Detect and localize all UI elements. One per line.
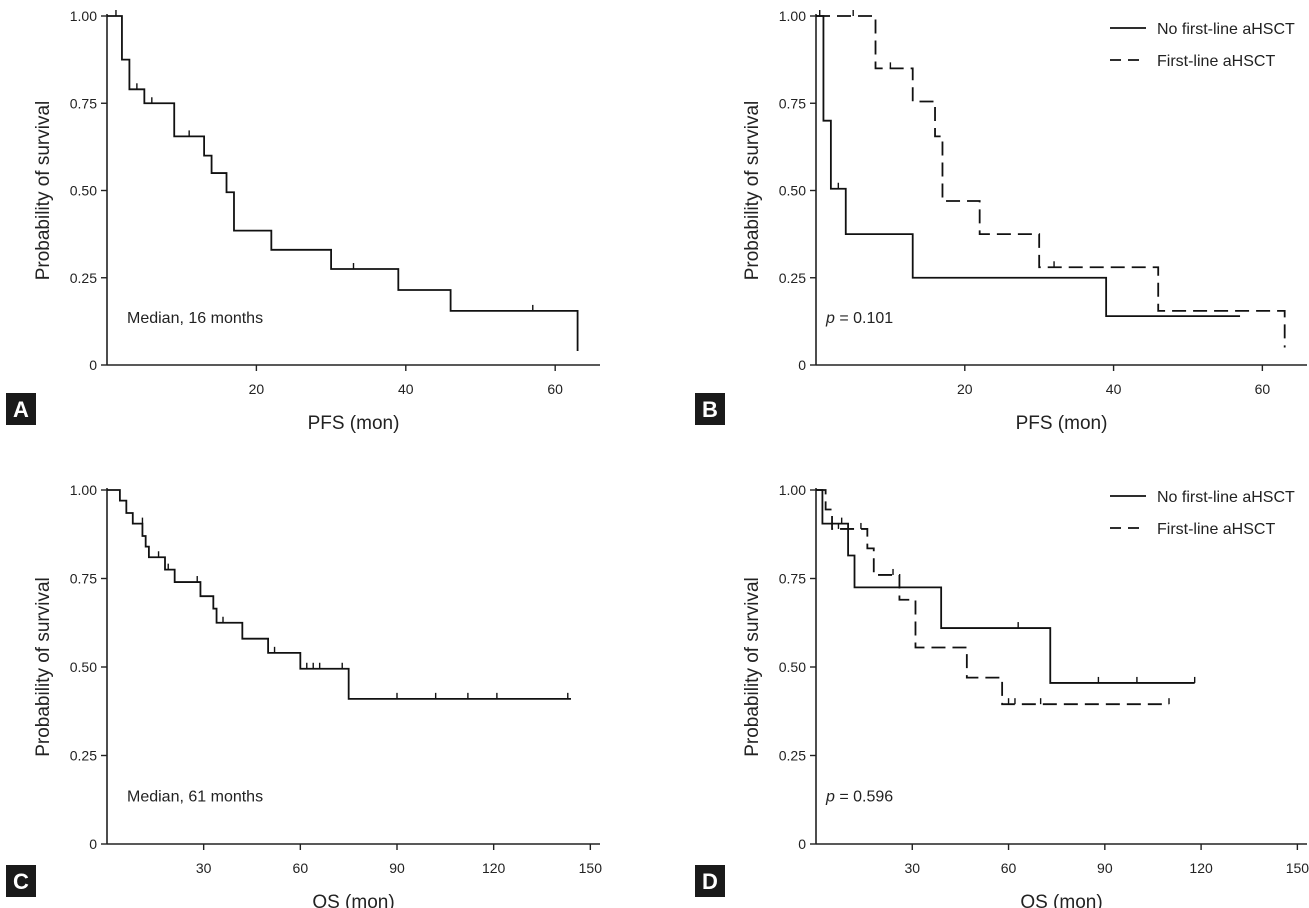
x-axis-title: PFS (mon)	[1016, 413, 1108, 434]
y-tick-label: 0.75	[70, 95, 97, 111]
panel-a: 0 0.25 0.50 0.75 1.00 20 40 60 PFS (mon) Probabil…	[0, 0, 650, 440]
y-tick-label: 0.25	[70, 270, 97, 286]
median-annotation: Median, 61 months	[127, 789, 263, 806]
series-line-1	[816, 15, 1241, 318]
x-axis-title: OS (mon)	[312, 892, 394, 908]
panel-letter-badge	[6, 393, 36, 425]
y-tick-label: 0.25	[779, 748, 806, 764]
p-value: = 0.596	[835, 789, 893, 806]
x-tick-label: 60	[1001, 860, 1017, 876]
x-tick-label: 20	[957, 381, 973, 397]
y-tick-label: 0	[798, 836, 806, 852]
panel-letter-badge	[6, 865, 36, 897]
x-tick-label: 60	[1255, 381, 1271, 397]
panel-letter: C	[13, 869, 29, 894]
legend-label-1: No first-line aHSCT	[1157, 21, 1295, 38]
panel-letter-badge	[695, 865, 725, 897]
p-value: = 0.101	[835, 310, 893, 327]
y-axis-title: Probability of survival	[742, 577, 763, 757]
y-tick-label: 0.25	[70, 748, 97, 764]
p-value-annotation: p = 0.596	[825, 789, 893, 806]
y-tick-label: 0.75	[779, 571, 806, 587]
y-tick-label: 0	[89, 836, 97, 852]
panel-letter: B	[702, 397, 718, 422]
y-axis-title: Probability of survival	[33, 101, 54, 281]
x-axis-title: PFS (mon)	[308, 413, 400, 434]
median-annotation: Median, 16 months	[127, 310, 263, 327]
x-tick-label: 90	[1097, 860, 1113, 876]
legend-label-1: No first-line aHSCT	[1157, 489, 1295, 506]
chart-c: 0 0.25 0.50 0.75 1.00 30 60 90 120 150 OS (mon) Pro…	[6, 482, 603, 908]
y-tick-label: 0.75	[70, 571, 97, 587]
y-tick-label: 0	[89, 357, 97, 373]
p-symbol: p	[825, 789, 835, 806]
panel-letter: D	[702, 869, 718, 894]
y-tick-label: 0.50	[779, 659, 806, 675]
x-tick-label: 40	[1106, 381, 1122, 397]
series-line-1	[107, 489, 571, 700]
x-tick-label: 120	[482, 860, 506, 876]
x-axis-title: OS (mon)	[1020, 892, 1102, 908]
series-line-1	[107, 15, 579, 352]
y-tick-label: 0.50	[70, 183, 97, 199]
x-tick-label: 60	[547, 381, 563, 397]
y-tick-label: 1.00	[70, 482, 97, 498]
y-tick-label: 1.00	[70, 8, 97, 24]
chart-b: 0 0.25 0.50 0.75 1.00 20 40 60 PFS (mon) Probabil…	[695, 8, 1307, 434]
panel-letter-badge	[695, 393, 725, 425]
y-tick-label: 0.25	[779, 270, 806, 286]
y-tick-label: 0	[798, 357, 806, 373]
x-tick-label: 40	[398, 381, 414, 397]
chart-a: 0 0.25 0.50 0.75 1.00 20 40 60 PFS (mon) Probabil…	[6, 8, 600, 434]
series-line-2	[816, 15, 1286, 348]
y-axis-title: Probability of survival	[742, 101, 763, 281]
panel-d: 0 0.25 0.50 0.75 1.00 30 60 90 120 150 OS (mon) Pro…	[655, 468, 1309, 908]
legend-label-2: First-line aHSCT	[1157, 53, 1275, 70]
legend-label-2: First-line aHSCT	[1157, 521, 1275, 538]
x-tick-label: 90	[389, 860, 405, 876]
chart-d: 0 0.25 0.50 0.75 1.00 30 60 90 120 150 OS (mon) Pro…	[695, 482, 1309, 908]
y-tick-label: 0.50	[779, 183, 806, 199]
p-value-annotation: p = 0.101	[825, 310, 893, 327]
x-tick-label: 150	[1286, 860, 1309, 876]
y-axis-title: Probability of survival	[33, 577, 54, 757]
panel-b: 0 0.25 0.50 0.75 1.00 20 40 60 PFS (mon) Probabil…	[655, 0, 1309, 440]
y-tick-label: 1.00	[779, 482, 806, 498]
panel-c: 0 0.25 0.50 0.75 1.00 30 60 90 120 150 OS (mon) Pro…	[0, 468, 650, 908]
series-line-2	[816, 489, 1170, 706]
x-tick-label: 120	[1189, 860, 1213, 876]
panel-letter: A	[13, 397, 29, 422]
y-tick-label: 0.75	[779, 95, 806, 111]
x-tick-label: 150	[579, 860, 603, 876]
y-tick-label: 0.50	[70, 659, 97, 675]
series-line-1	[816, 489, 1195, 684]
x-tick-label: 30	[196, 860, 212, 876]
x-tick-label: 30	[904, 860, 920, 876]
x-tick-label: 20	[249, 381, 265, 397]
y-tick-label: 1.00	[779, 8, 806, 24]
x-tick-label: 60	[293, 860, 309, 876]
p-symbol: p	[825, 310, 835, 327]
